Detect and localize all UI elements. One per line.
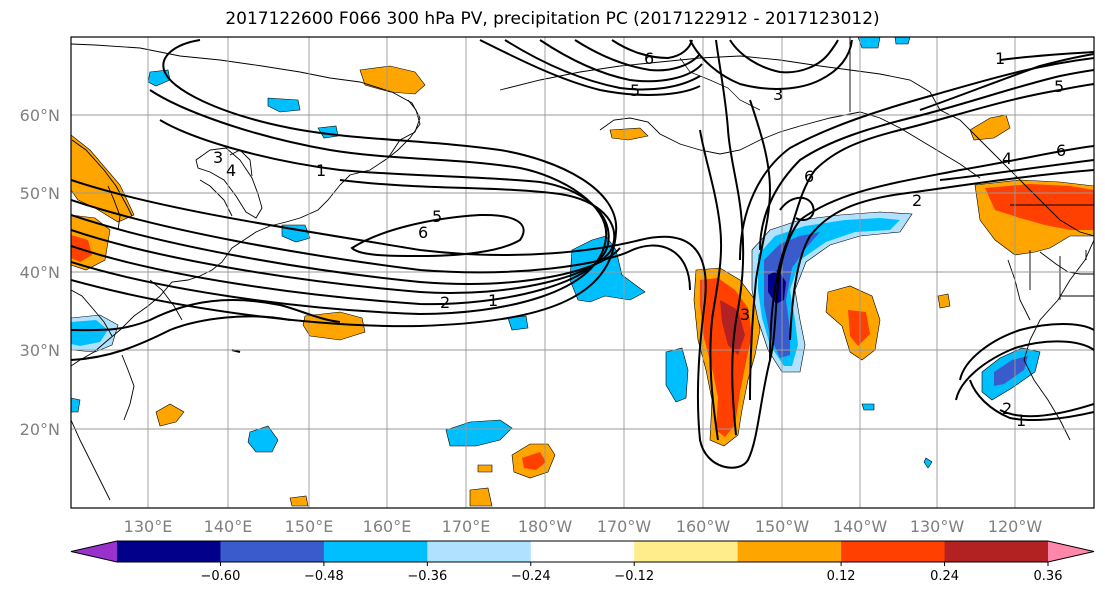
colorbar-extend-high bbox=[1048, 541, 1094, 562]
colorbar-tick-label: −0.36 bbox=[407, 569, 447, 584]
lat-label: 20°N bbox=[20, 420, 60, 439]
lon-label: 160°W bbox=[676, 517, 731, 536]
map-title: 2017122600 F066 300 hPa PV, precipitatio… bbox=[225, 9, 880, 29]
colorbar-tick-label: −0.48 bbox=[304, 569, 344, 584]
colorbar-segment bbox=[427, 541, 532, 562]
colorbar-tick-label: 0.24 bbox=[930, 569, 959, 584]
contour-label: 5 bbox=[1054, 77, 1064, 96]
lon-label: 180°W bbox=[518, 517, 573, 536]
precip-shading bbox=[71, 37, 1094, 507]
colorbar-tick-label: −0.12 bbox=[614, 569, 654, 584]
lat-label: 50°N bbox=[20, 184, 60, 203]
colorbar-segment bbox=[220, 541, 325, 562]
contour-label: 6 bbox=[804, 167, 814, 186]
pv-contour-labels: 1 5 6 2 1 3 4 6 2 3 3 6 5 1 5 6 4 1 2 bbox=[213, 49, 1066, 430]
contour-label: 2 bbox=[912, 191, 922, 210]
colorbar-segment bbox=[117, 541, 221, 562]
lon-label: 170°E bbox=[442, 517, 491, 536]
lon-label: 150°E bbox=[285, 517, 334, 536]
lon-label: 170°W bbox=[597, 517, 652, 536]
contour-label: 3 bbox=[773, 85, 783, 104]
lat-labels: 60°N 50°N 40°N 30°N 20°N bbox=[20, 106, 60, 439]
contour-label: 5 bbox=[432, 207, 442, 226]
contour-label: 4 bbox=[1002, 149, 1012, 168]
colorbar-outline bbox=[70, 540, 1095, 563]
colorbar-segment bbox=[737, 541, 842, 562]
colorbar-segment bbox=[841, 541, 946, 562]
lon-label: 120°W bbox=[988, 517, 1043, 536]
pv-contours bbox=[71, 39, 1094, 469]
colorbar-segment bbox=[323, 541, 428, 562]
contour-label: 4 bbox=[226, 161, 236, 180]
contour-label: 5 bbox=[630, 81, 640, 100]
colorbar-tick-label: −0.60 bbox=[201, 569, 241, 584]
contour-label: 3 bbox=[213, 148, 223, 167]
contour-label: 1 bbox=[316, 161, 326, 180]
colorbar-segment bbox=[944, 541, 1049, 562]
contour-label: 1 bbox=[1016, 411, 1026, 430]
colorbar-extend-low bbox=[71, 541, 117, 562]
contour-label: 3 bbox=[740, 305, 750, 324]
colorbar-segment bbox=[530, 541, 635, 562]
contour-label: 6 bbox=[1056, 141, 1066, 160]
contour-label: 6 bbox=[644, 49, 654, 68]
lat-label: 30°N bbox=[20, 341, 60, 360]
contour-label: 1 bbox=[995, 49, 1005, 68]
lon-label: 150°W bbox=[755, 517, 810, 536]
lon-labels: 130°E 140°E 150°E 160°E 170°E 180°W 170°… bbox=[124, 517, 1043, 536]
lon-label: 160°E bbox=[363, 517, 412, 536]
lat-label: 40°N bbox=[20, 263, 60, 282]
colorbar: −0.60−0.48−0.36−0.24−0.120.120.240.360.4… bbox=[70, 540, 1095, 584]
colorbar-tick-label: 0.36 bbox=[1034, 569, 1063, 584]
colorbar-tick-label: 0.12 bbox=[827, 569, 856, 584]
colorbar-segment bbox=[634, 541, 739, 562]
colorbar-tick-label: −0.24 bbox=[511, 569, 551, 584]
contour-label: 2 bbox=[1002, 399, 1012, 418]
lon-label: 130°E bbox=[124, 517, 173, 536]
contour-label: 1 bbox=[488, 291, 498, 310]
contour-label: 2 bbox=[440, 293, 450, 312]
lon-label: 140°W bbox=[833, 517, 888, 536]
lat-label: 60°N bbox=[20, 106, 60, 125]
lon-label: 130°W bbox=[910, 517, 965, 536]
lon-label: 140°E bbox=[204, 517, 253, 536]
map-frame bbox=[70, 36, 1095, 509]
contour-label: 6 bbox=[418, 223, 428, 242]
